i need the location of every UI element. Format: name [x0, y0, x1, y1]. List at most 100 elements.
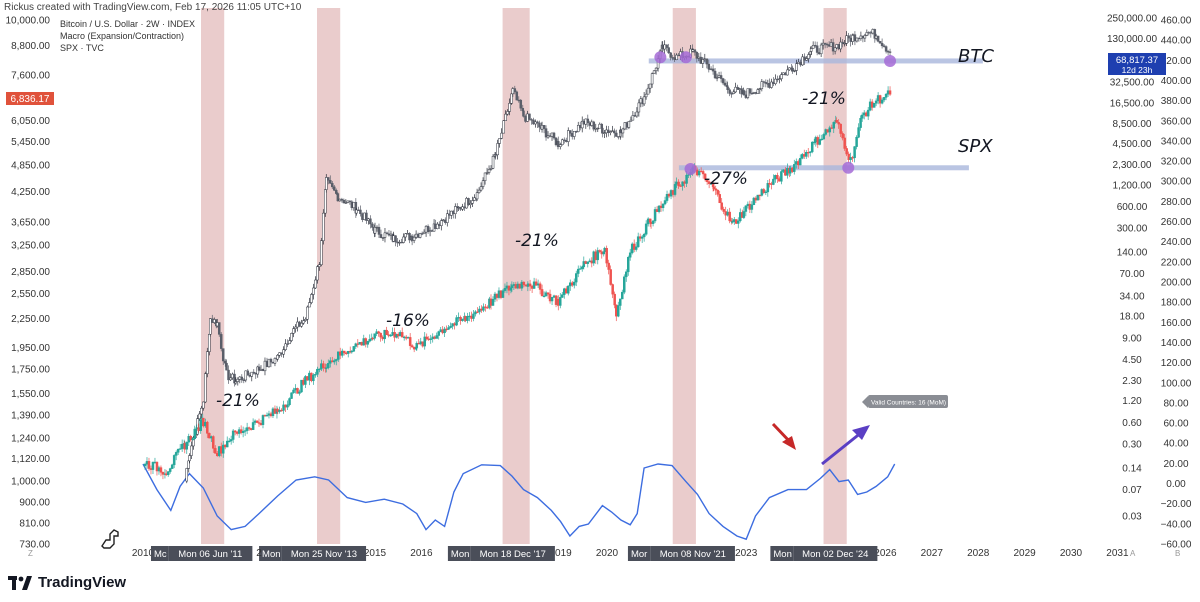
candle	[851, 33, 855, 36]
candle	[417, 339, 421, 345]
left-axis-tick: 1,950.00	[11, 343, 50, 354]
candle	[191, 437, 194, 441]
candle	[271, 407, 275, 418]
candle	[452, 209, 455, 219]
candle	[882, 97, 886, 103]
chart-canvas[interactable]: BTC SPX -21% -16% -21% -27% -21% Valid C…	[0, 0, 1200, 562]
btc-axis-tick: 0.14	[1122, 463, 1142, 474]
candle	[440, 218, 443, 231]
candle	[726, 82, 729, 94]
candle	[847, 32, 850, 43]
candle	[772, 77, 775, 87]
macro-axis-tick: 0.00	[1166, 479, 1186, 490]
candle	[271, 361, 275, 364]
candle	[644, 220, 648, 236]
candle	[870, 99, 874, 111]
candle	[427, 336, 430, 341]
candle	[843, 39, 846, 47]
candle	[290, 332, 293, 343]
candle	[383, 228, 387, 243]
candle	[389, 230, 393, 240]
candle	[603, 129, 606, 138]
candle	[619, 298, 622, 310]
candle	[335, 188, 338, 195]
candle	[346, 200, 350, 204]
candle	[650, 72, 654, 88]
macro-axis-tick: 20.00	[1163, 459, 1188, 470]
candle	[634, 241, 638, 252]
candle	[381, 335, 384, 341]
left-axis-tick: 1,240.00	[11, 433, 50, 444]
svg-text:Mon: Mon	[773, 549, 791, 560]
candle	[239, 425, 243, 435]
left-axis-tick: 2,550.00	[11, 289, 50, 300]
candle	[250, 371, 254, 382]
btc-axis-tick: 0.60	[1122, 418, 1142, 429]
candle	[359, 205, 362, 217]
candle	[802, 149, 806, 159]
candle	[540, 284, 544, 297]
candle	[454, 203, 457, 219]
candle	[544, 290, 548, 297]
candle	[314, 276, 317, 290]
candle	[229, 435, 233, 445]
legend-btc[interactable]: Bitcoin / U.S. Dollar · 2W · INDEX	[60, 19, 196, 29]
candle	[613, 128, 616, 138]
candle	[333, 184, 336, 192]
candle	[369, 215, 372, 229]
candle	[580, 265, 584, 272]
candle	[754, 91, 758, 95]
candle	[304, 317, 307, 322]
candle	[350, 349, 354, 354]
legend-macro[interactable]: Macro (Expansion/Contraction)	[60, 31, 185, 41]
candle	[410, 344, 414, 348]
candle	[806, 148, 810, 158]
candle	[874, 98, 878, 107]
tradingview-logo[interactable]: TradingView	[8, 574, 126, 591]
candle	[730, 91, 733, 98]
candle	[252, 369, 256, 375]
candle	[444, 217, 447, 225]
auto-label: A	[1130, 549, 1136, 558]
candle	[446, 209, 449, 227]
left-price-axis: 10,000.00 8,800.00 7,600.00 6,050.00 5,450.0…	[6, 16, 51, 551]
candle	[636, 232, 640, 248]
candle	[878, 94, 882, 108]
left-axis-tick: 5,450.00	[11, 137, 50, 148]
candle	[402, 335, 406, 341]
right-macro-axis: 460.00 440.00 420.00 400.00 380.00 360.00 340.…	[1161, 16, 1192, 551]
candle	[524, 284, 528, 287]
candle	[845, 31, 848, 46]
candle	[304, 375, 307, 389]
candle	[522, 109, 525, 118]
candle	[592, 250, 596, 266]
candle	[538, 281, 542, 295]
candle	[714, 185, 717, 196]
candle	[621, 289, 624, 300]
candle	[542, 291, 546, 298]
candle	[400, 327, 404, 338]
candle	[168, 467, 172, 474]
candle	[247, 426, 251, 431]
candle	[793, 159, 796, 175]
btc-axis-tick: 250,000.00	[1107, 14, 1157, 25]
candle	[594, 123, 598, 133]
candle	[371, 336, 374, 341]
left-axis-tick: 4,250.00	[11, 187, 50, 198]
candle	[592, 120, 596, 132]
candle	[387, 331, 390, 338]
candle	[621, 127, 625, 138]
legend-spx[interactable]: SPX · TVC	[60, 43, 104, 53]
candle	[866, 106, 870, 121]
candle	[663, 40, 666, 54]
candle	[793, 69, 796, 73]
svg-text:6,836.17: 6,836.17	[11, 94, 50, 105]
candle	[244, 370, 248, 383]
candle	[416, 232, 420, 239]
candle	[472, 310, 475, 322]
candle	[318, 368, 321, 373]
candle	[322, 360, 325, 372]
btc-axis-tick: 70.00	[1119, 269, 1144, 280]
candle	[754, 196, 758, 204]
candle	[231, 429, 235, 443]
